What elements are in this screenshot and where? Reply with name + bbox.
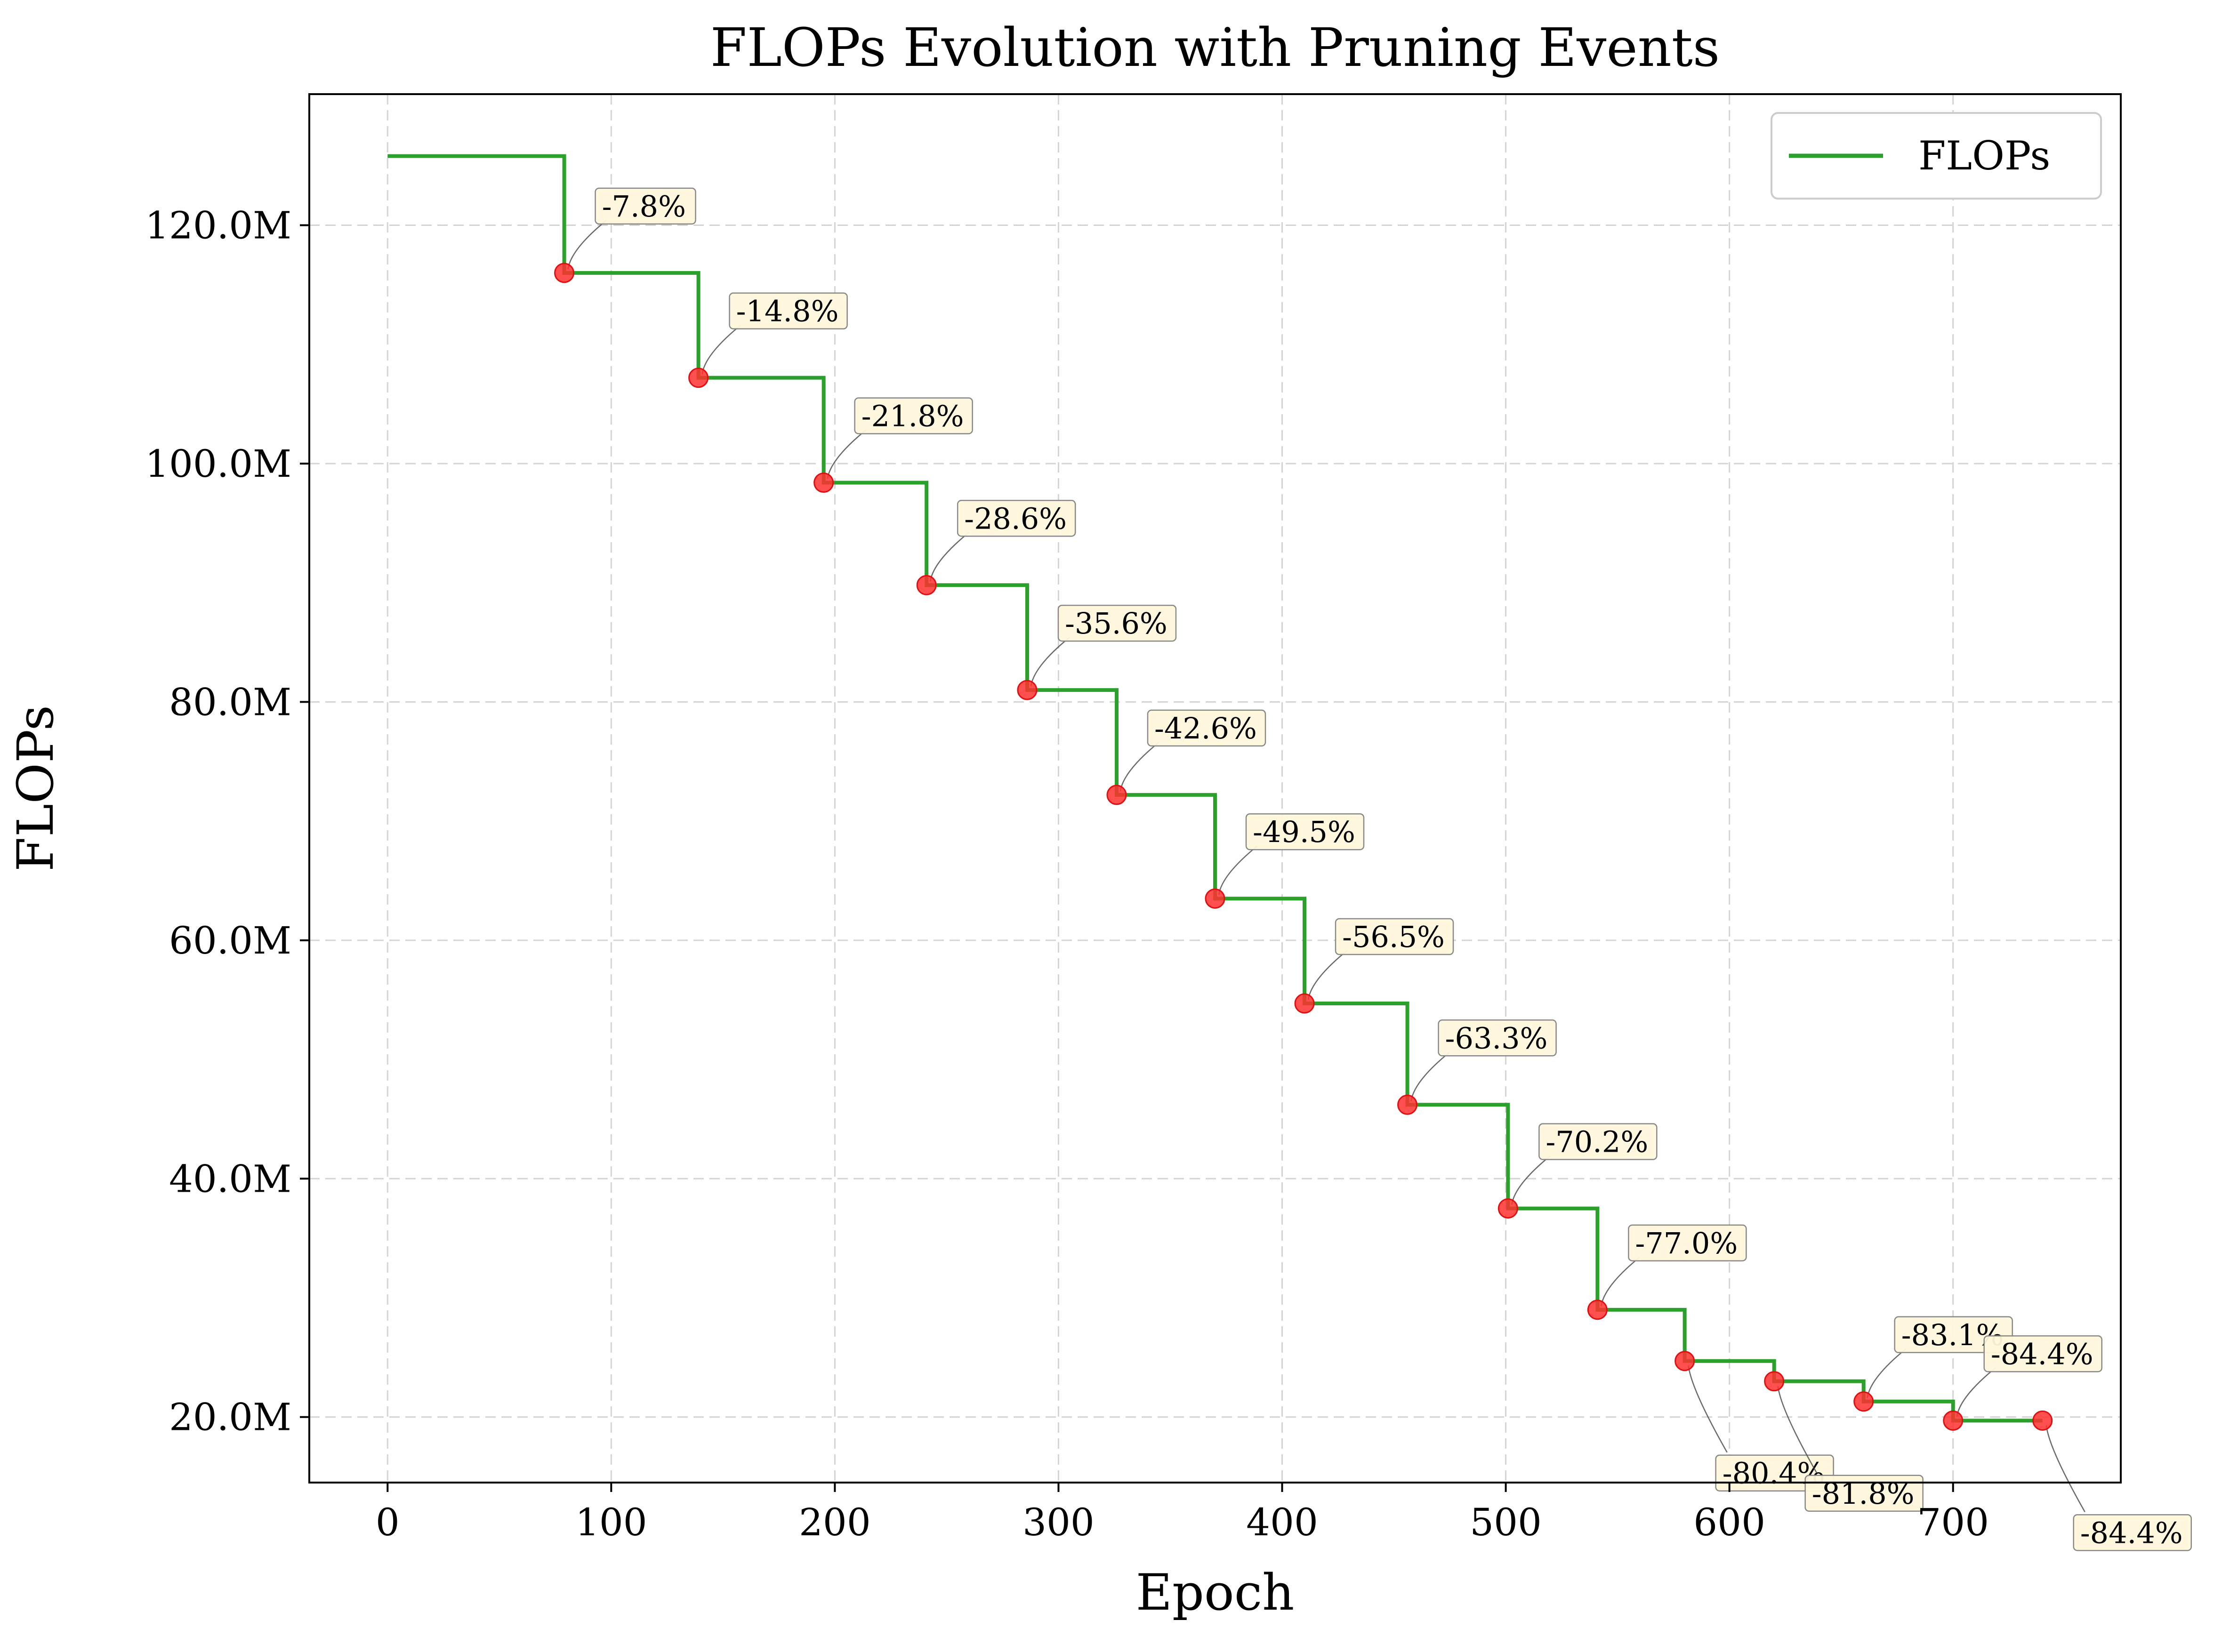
pruning-event-marker (1764, 1371, 1785, 1392)
y-tick-label: 40.0M (169, 1157, 291, 1201)
annotation-box (1335, 918, 1454, 955)
legend: FLOPs (1771, 112, 2102, 200)
annotation-label: -28.6% (964, 501, 1067, 536)
annotation-label: -63.3% (1445, 1021, 1548, 1055)
annotation-label: -84.4% (1991, 1337, 2093, 1371)
pruning-event-marker (1943, 1410, 1964, 1431)
x-tick-label: 300 (1022, 1500, 1095, 1544)
pruning-event-marker (554, 263, 575, 283)
annotation-label: -14.8% (736, 294, 839, 329)
annotation-box (1057, 604, 1177, 642)
annotation-box (1147, 709, 1266, 747)
annotation-box (854, 397, 973, 434)
x-tick-label: 500 (1470, 1500, 1542, 1544)
annotation-box (1245, 813, 1365, 850)
annotation-label: -7.8% (602, 189, 686, 224)
y-tick-label: 60.0M (169, 919, 291, 962)
pruning-annotation: -42.6% (1119, 709, 1266, 792)
x-tick-label: 200 (799, 1500, 871, 1544)
pruning-annotation: -28.6% (929, 500, 1076, 582)
pruning-annotation: -84.4% (2045, 1425, 2192, 1551)
pruning-event-marker (1205, 888, 1225, 909)
annotation-box (1538, 1123, 1658, 1160)
pruning-event-marker (1675, 1351, 1695, 1371)
annotation-box (957, 500, 1076, 537)
annotation-label: -81.8% (1812, 1476, 1915, 1511)
pruning-event-marker (1017, 680, 1038, 700)
annotation-label: -42.6% (1154, 711, 1257, 746)
y-tick-label: 20.0M (169, 1395, 291, 1439)
x-axis-ticks: 0 100 200 300 400 500 600 700 (376, 1483, 1989, 1544)
x-tick-label: 600 (1693, 1500, 1765, 1544)
pruning-event-marker (1497, 1198, 1518, 1219)
annotation-label: -49.5% (1253, 815, 1355, 849)
annotation-label: -56.5% (1342, 920, 1445, 954)
y-axis-label: FLOPs (7, 705, 64, 872)
pruning-event-marker (2032, 1410, 2053, 1431)
x-tick-label: 400 (1246, 1500, 1318, 1544)
x-axis-label: Epoch (1136, 1564, 1295, 1621)
pruning-annotation: -63.3% (1410, 1019, 1557, 1101)
pruning-event-marker (916, 575, 937, 595)
chart-title: FLOPs Evolution with Pruning Events (710, 17, 1720, 79)
y-tick-label: 100.0M (145, 442, 291, 486)
annotation-label: -84.4% (2080, 1516, 2183, 1550)
annotation-box (1983, 1335, 2102, 1372)
y-axis-ticks: 20.0M 40.0M 60.0M 80.0M 100.0M 120.0M (145, 204, 309, 1439)
pruning-annotation: -77.0% (1601, 1224, 1747, 1307)
pruning-annotation: -21.8% (827, 397, 973, 479)
pruning-event-marker (1294, 993, 1315, 1014)
annotation-box (1804, 1475, 1924, 1512)
annotation-box (1438, 1019, 1557, 1057)
pruning-event-marker (1853, 1391, 1874, 1412)
annotation-label: -21.8% (861, 399, 964, 433)
annotation-arrow (1777, 1386, 1817, 1473)
annotation-label: -70.2% (1546, 1125, 1648, 1159)
pruning-event-marker (688, 368, 709, 388)
x-tick-label: 100 (575, 1500, 647, 1544)
annotation-box (2073, 1514, 2192, 1551)
pruning-annotation: -84.4% (1956, 1335, 2102, 1417)
y-tick-label: 80.0M (169, 680, 291, 724)
pruning-annotation: -70.2% (1511, 1123, 1658, 1205)
pruning-event-marker (813, 472, 834, 493)
annotation-box (595, 187, 696, 225)
pruning-annotation: -56.5% (1307, 918, 1454, 1000)
y-tick-label: 120.0M (145, 204, 291, 248)
pruning-annotation: -14.8% (701, 292, 848, 374)
annotation-box (1628, 1224, 1747, 1262)
marker-layer (554, 263, 2053, 1431)
pruning-event-marker (1397, 1094, 1418, 1115)
x-tick-label: 0 (376, 1500, 400, 1544)
annotation-box (1894, 1316, 2013, 1354)
pruning-event-marker (1587, 1299, 1608, 1320)
plot-frame (308, 93, 2122, 1484)
pruning-annotation: -49.5% (1218, 813, 1365, 895)
annotation-box (729, 292, 848, 329)
legend-box (1771, 112, 2102, 200)
x-tick-label: 700 (1917, 1500, 1989, 1544)
legend-label: FLOPs (1918, 133, 2050, 179)
pruning-annotation: -35.6% (1030, 604, 1177, 687)
annotation-arrow (1688, 1365, 1728, 1453)
annotation-arrow (2045, 1425, 2085, 1512)
annotation-label: -35.6% (1065, 606, 1167, 641)
annotation-label: -77.0% (1635, 1226, 1738, 1260)
pruning-event-marker (1106, 785, 1127, 805)
